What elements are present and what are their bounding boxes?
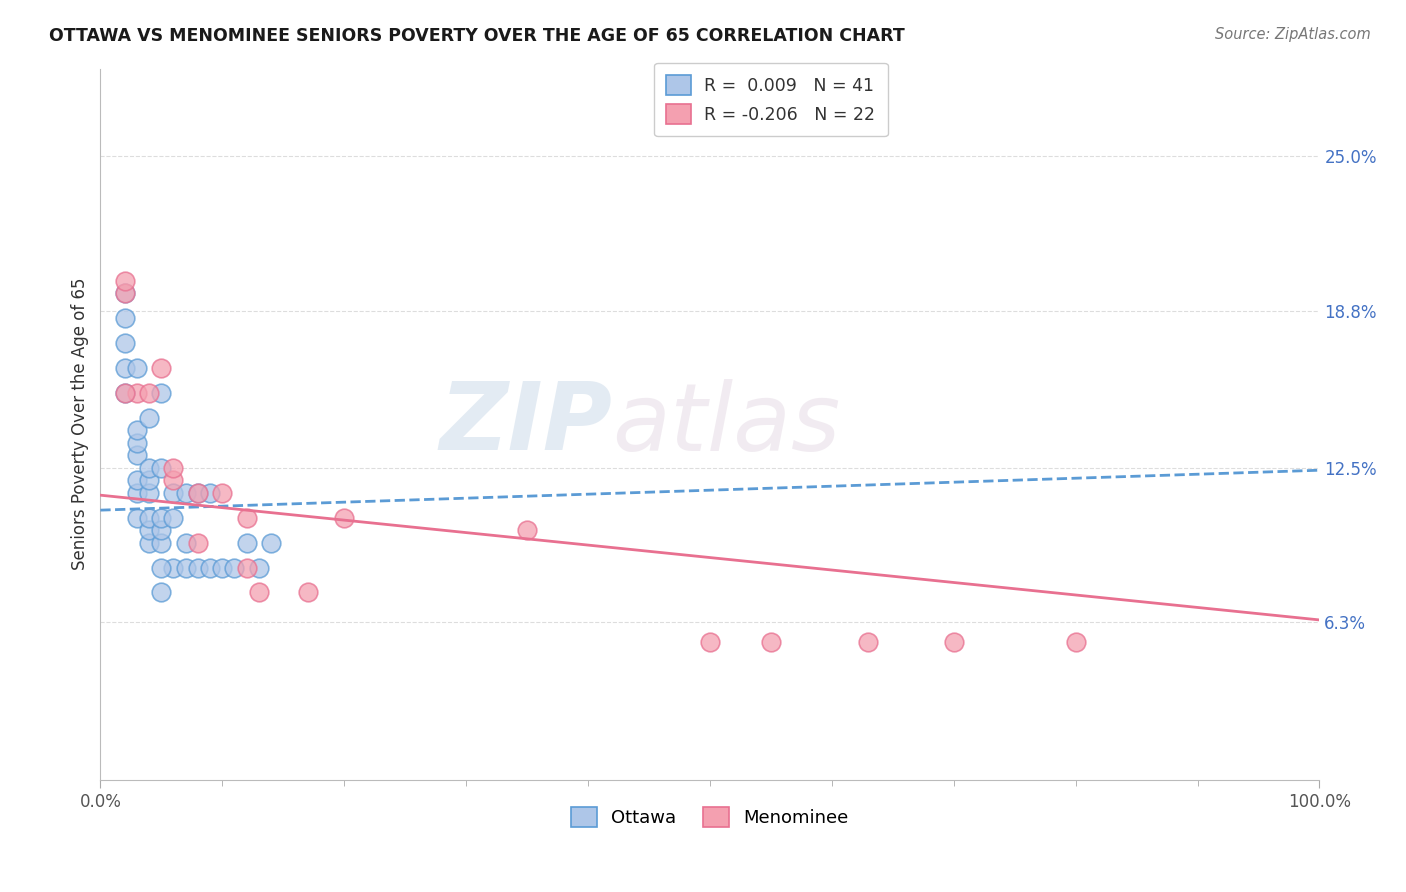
Point <box>235 560 257 574</box>
Point <box>235 535 257 549</box>
Point <box>162 485 184 500</box>
Point <box>138 385 160 400</box>
Point <box>235 510 257 524</box>
Point <box>150 360 173 375</box>
Point <box>125 385 148 400</box>
Point <box>114 274 136 288</box>
Point <box>211 560 233 574</box>
Point <box>224 560 246 574</box>
Point <box>699 635 721 649</box>
Point <box>114 286 136 301</box>
Point <box>198 560 221 574</box>
Point <box>125 435 148 450</box>
Point <box>150 535 173 549</box>
Text: Source: ZipAtlas.com: Source: ZipAtlas.com <box>1215 27 1371 42</box>
Point <box>138 473 160 487</box>
Point <box>138 410 160 425</box>
Point <box>125 423 148 437</box>
Point <box>333 510 356 524</box>
Point <box>942 635 965 649</box>
Point <box>162 473 184 487</box>
Point <box>759 635 782 649</box>
Point <box>858 635 880 649</box>
Point <box>1064 635 1087 649</box>
Point <box>114 286 136 301</box>
Point <box>125 473 148 487</box>
Point <box>114 336 136 351</box>
Point <box>297 585 319 599</box>
Point <box>114 385 136 400</box>
Point <box>125 360 148 375</box>
Text: OTTAWA VS MENOMINEE SENIORS POVERTY OVER THE AGE OF 65 CORRELATION CHART: OTTAWA VS MENOMINEE SENIORS POVERTY OVER… <box>49 27 905 45</box>
Point <box>114 385 136 400</box>
Text: atlas: atlas <box>613 378 841 469</box>
Point <box>247 560 270 574</box>
Point <box>125 448 148 462</box>
Point <box>174 535 197 549</box>
Point <box>162 510 184 524</box>
Point <box>198 485 221 500</box>
Point <box>138 523 160 537</box>
Text: ZIP: ZIP <box>440 378 613 470</box>
Point <box>138 510 160 524</box>
Point <box>187 535 209 549</box>
Point <box>150 460 173 475</box>
Y-axis label: Seniors Poverty Over the Age of 65: Seniors Poverty Over the Age of 65 <box>72 277 89 570</box>
Point <box>114 360 136 375</box>
Point <box>174 485 197 500</box>
Point <box>150 385 173 400</box>
Point <box>187 485 209 500</box>
Point <box>187 485 209 500</box>
Point <box>247 585 270 599</box>
Point <box>150 510 173 524</box>
Point <box>174 560 197 574</box>
Point <box>162 560 184 574</box>
Point <box>187 560 209 574</box>
Point <box>260 535 283 549</box>
Point <box>138 535 160 549</box>
Point <box>211 485 233 500</box>
Point <box>114 311 136 326</box>
Point <box>150 523 173 537</box>
Legend: Ottawa, Menominee: Ottawa, Menominee <box>564 799 856 835</box>
Point <box>138 460 160 475</box>
Point <box>125 510 148 524</box>
Point <box>516 523 538 537</box>
Point <box>162 460 184 475</box>
Point <box>138 485 160 500</box>
Point <box>150 560 173 574</box>
Point <box>125 485 148 500</box>
Point <box>150 585 173 599</box>
